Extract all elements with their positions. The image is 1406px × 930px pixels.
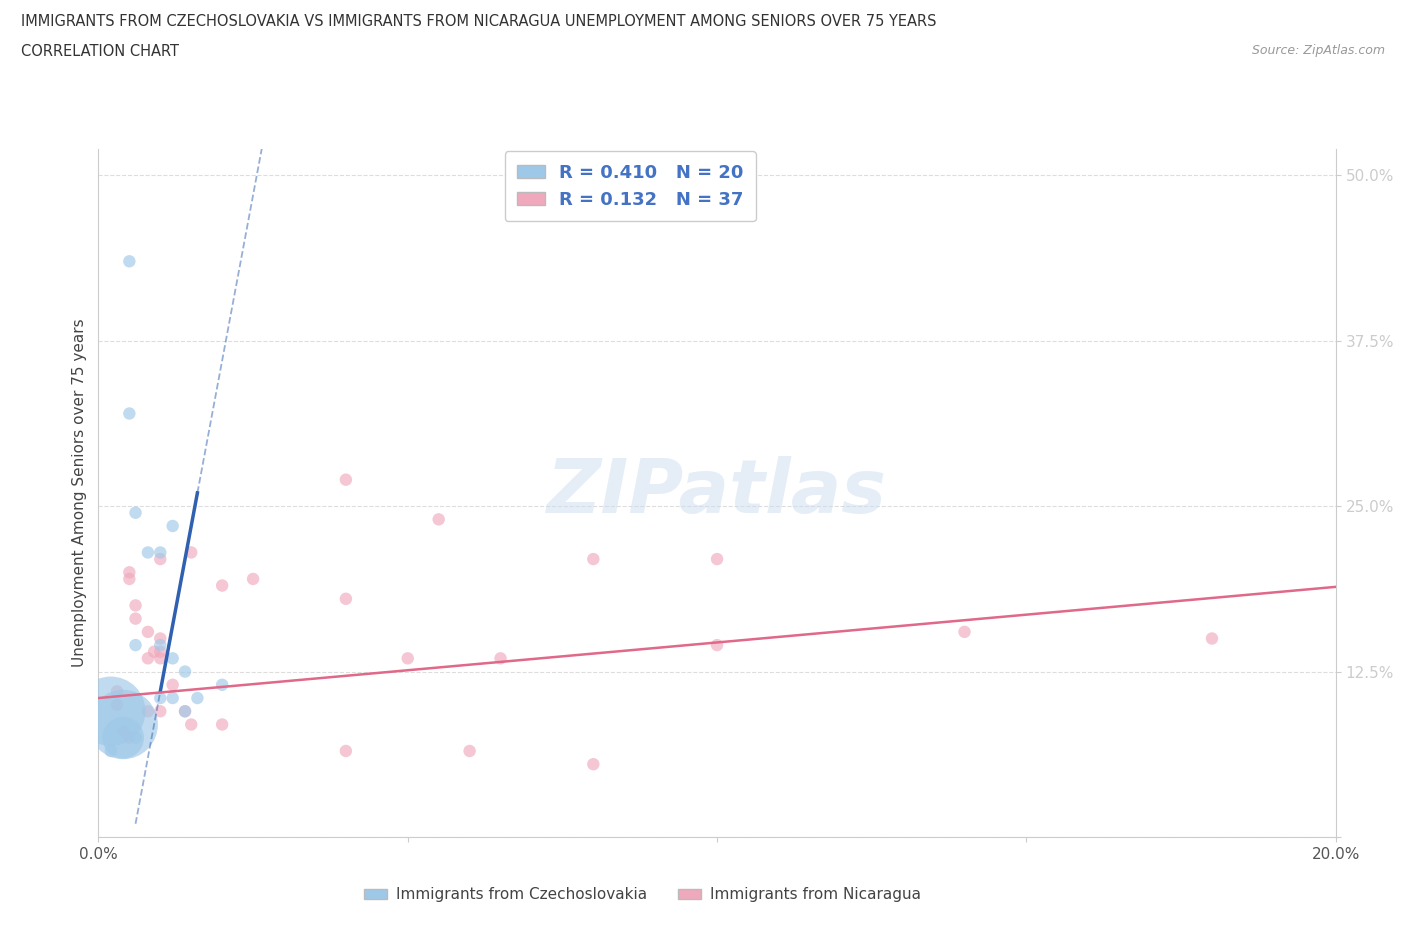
Point — [124, 638, 146, 653]
Point — [149, 631, 172, 646]
Point — [105, 698, 128, 712]
Point — [211, 578, 233, 593]
Text: IMMIGRANTS FROM CZECHOSLOVAKIA VS IMMIGRANTS FROM NICARAGUA UNEMPLOYMENT AMONG S: IMMIGRANTS FROM CZECHOSLOVAKIA VS IMMIGR… — [21, 14, 936, 29]
Point — [118, 406, 141, 421]
Point — [706, 638, 728, 653]
Point — [180, 545, 202, 560]
Point — [143, 644, 166, 659]
Point — [335, 744, 357, 759]
Point — [211, 677, 233, 692]
Point — [335, 591, 357, 606]
Point — [162, 651, 184, 666]
Point — [149, 545, 172, 560]
Text: ZIPatlas: ZIPatlas — [547, 457, 887, 529]
Point — [118, 571, 141, 587]
Point — [149, 704, 172, 719]
Point — [136, 704, 159, 719]
Point — [242, 571, 264, 587]
Point — [100, 744, 122, 759]
Point — [174, 664, 197, 679]
Point — [124, 611, 146, 626]
Point — [112, 724, 135, 738]
Legend: Immigrants from Czechoslovakia, Immigrants from Nicaragua: Immigrants from Czechoslovakia, Immigran… — [359, 882, 928, 909]
Point — [458, 744, 481, 759]
Point — [582, 551, 605, 566]
Point — [118, 565, 141, 579]
Point — [149, 551, 172, 566]
Point — [149, 651, 172, 666]
Point — [489, 651, 512, 666]
Point — [136, 624, 159, 639]
Point — [174, 704, 197, 719]
Point — [124, 505, 146, 520]
Text: CORRELATION CHART: CORRELATION CHART — [21, 44, 179, 59]
Text: Source: ZipAtlas.com: Source: ZipAtlas.com — [1251, 44, 1385, 57]
Point — [124, 730, 146, 745]
Point — [112, 717, 135, 732]
Point — [427, 512, 450, 526]
Point — [1201, 631, 1223, 646]
Point — [136, 545, 159, 560]
Point — [149, 638, 172, 653]
Point — [162, 677, 184, 692]
Point — [118, 254, 141, 269]
Point — [149, 644, 172, 659]
Point — [136, 651, 159, 666]
Point — [162, 691, 184, 706]
Point — [105, 684, 128, 698]
Point — [118, 730, 141, 745]
Point — [582, 757, 605, 772]
Point — [149, 691, 172, 706]
Point — [180, 717, 202, 732]
Point — [112, 730, 135, 745]
Point — [186, 691, 208, 706]
Point — [100, 704, 122, 719]
Point — [211, 717, 233, 732]
Y-axis label: Unemployment Among Seniors over 75 years: Unemployment Among Seniors over 75 years — [72, 319, 87, 667]
Point — [953, 624, 976, 639]
Point — [335, 472, 357, 487]
Point — [706, 551, 728, 566]
Point — [174, 704, 197, 719]
Point — [162, 519, 184, 534]
Point — [124, 598, 146, 613]
Point — [396, 651, 419, 666]
